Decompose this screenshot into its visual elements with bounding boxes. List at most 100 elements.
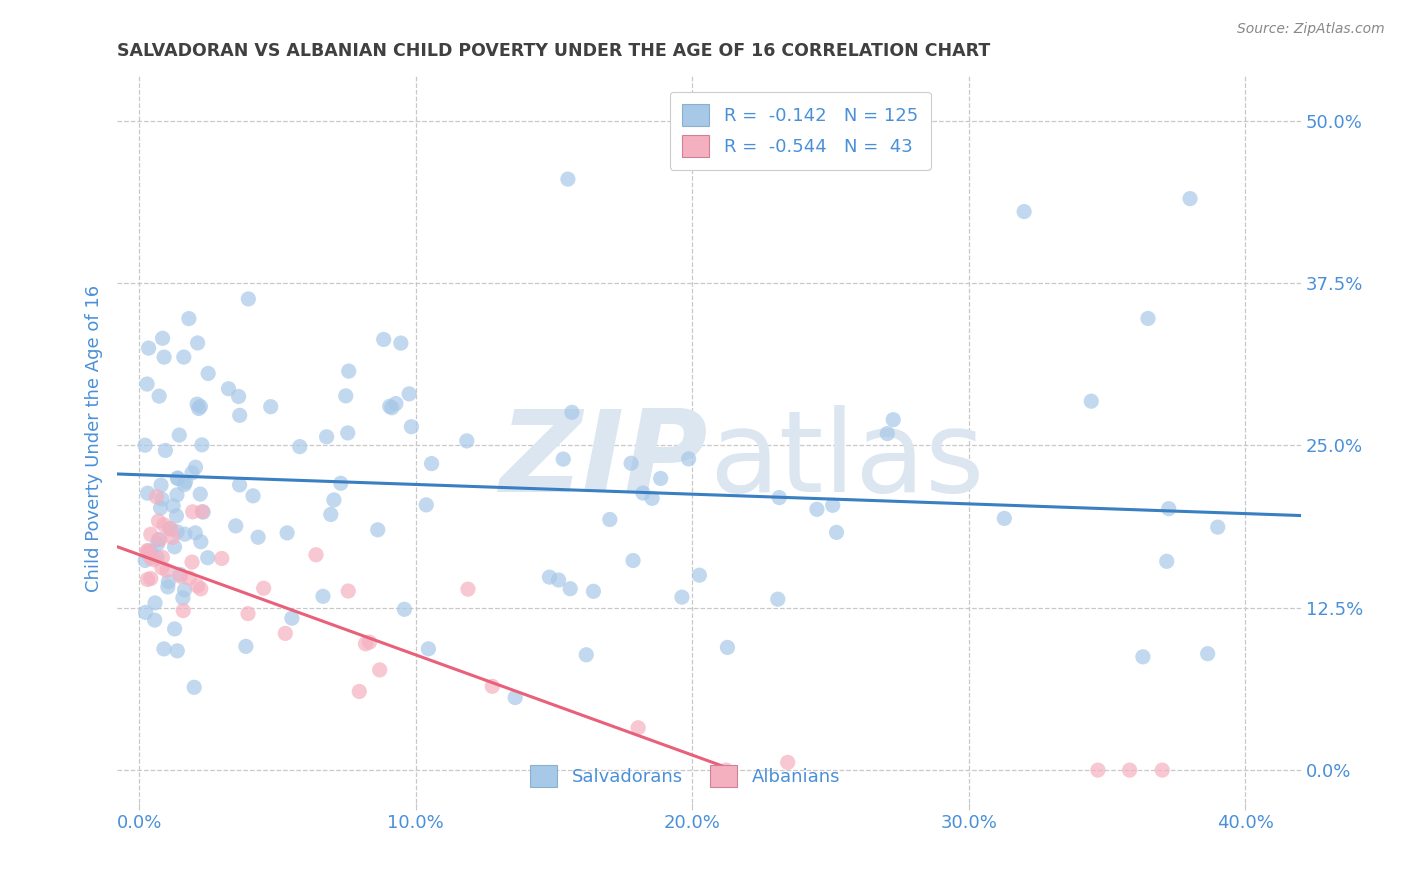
Point: [329, 476, 352, 491]
Point: [359, 635, 381, 649]
Point: [139, 572, 162, 586]
Point: [481, 679, 503, 693]
Point: [641, 491, 664, 506]
Point: [599, 512, 621, 526]
Point: [561, 405, 583, 419]
Point: [354, 637, 377, 651]
Point: [163, 540, 186, 554]
Point: [159, 521, 181, 535]
Point: [457, 582, 479, 596]
Point: [166, 471, 188, 485]
Point: [134, 438, 156, 452]
Point: [181, 505, 204, 519]
Point: [825, 525, 848, 540]
Point: [157, 574, 180, 589]
Point: [190, 400, 212, 414]
Point: [627, 721, 650, 735]
Point: [335, 389, 357, 403]
Point: [166, 644, 188, 658]
Point: [150, 491, 173, 506]
Point: [228, 478, 250, 492]
Point: [160, 522, 183, 536]
Point: [193, 505, 215, 519]
Point: [155, 443, 177, 458]
Point: [776, 756, 799, 770]
Point: [156, 564, 179, 578]
Point: [163, 622, 186, 636]
Point: [768, 491, 790, 505]
Point: [1132, 649, 1154, 664]
Point: [394, 602, 416, 616]
Point: [190, 582, 212, 596]
Point: [876, 426, 898, 441]
Point: [1157, 501, 1180, 516]
Point: [139, 544, 162, 558]
Point: [401, 419, 423, 434]
Point: [367, 523, 389, 537]
Point: [821, 498, 844, 512]
Point: [138, 544, 160, 558]
Point: [1087, 763, 1109, 777]
Point: [167, 428, 190, 442]
Point: [187, 401, 209, 416]
Point: [165, 508, 187, 523]
Point: [575, 648, 598, 662]
Point: [553, 452, 575, 467]
Point: [169, 569, 191, 583]
Point: [1156, 554, 1178, 568]
Point: [714, 763, 737, 777]
Point: [188, 487, 211, 501]
Point: [503, 690, 526, 705]
Point: [150, 478, 173, 492]
Point: [173, 582, 195, 597]
Point: [420, 457, 443, 471]
Point: [228, 409, 250, 423]
Point: [146, 550, 169, 565]
Point: [179, 571, 201, 585]
Point: [136, 486, 159, 500]
Point: [1080, 394, 1102, 409]
Point: [136, 545, 159, 559]
Point: [145, 490, 167, 504]
Point: [688, 568, 710, 582]
Point: [136, 543, 159, 558]
Point: [631, 486, 654, 500]
Point: [315, 430, 337, 444]
Point: [312, 590, 335, 604]
Point: [172, 591, 194, 605]
Point: [181, 466, 204, 480]
Point: [152, 550, 174, 565]
Point: [166, 471, 188, 485]
Point: [349, 684, 371, 698]
Point: [135, 606, 157, 620]
Point: [260, 400, 283, 414]
Point: [143, 553, 166, 567]
Point: [173, 477, 195, 491]
Point: [169, 567, 191, 582]
Point: [238, 292, 260, 306]
Point: [136, 377, 159, 392]
Point: [1152, 763, 1174, 777]
Point: [143, 613, 166, 627]
Point: [678, 451, 700, 466]
Point: [716, 640, 738, 655]
Point: [218, 382, 240, 396]
Point: [650, 471, 672, 485]
Point: [398, 387, 420, 401]
Point: [181, 555, 204, 569]
Point: [671, 590, 693, 604]
Text: SALVADORAN VS ALBANIAN CHILD POVERTY UNDER THE AGE OF 16 CORRELATION CHART: SALVADORAN VS ALBANIAN CHILD POVERTY UND…: [117, 42, 990, 60]
Point: [174, 475, 197, 489]
Point: [242, 489, 264, 503]
Point: [557, 172, 579, 186]
Point: [228, 389, 250, 403]
Point: [337, 584, 360, 599]
Point: [134, 553, 156, 567]
Point: [186, 579, 208, 593]
Text: Source: ZipAtlas.com: Source: ZipAtlas.com: [1237, 22, 1385, 37]
Point: [150, 561, 173, 575]
Point: [177, 311, 200, 326]
Point: [156, 580, 179, 594]
Point: [149, 533, 172, 547]
Point: [148, 533, 170, 547]
